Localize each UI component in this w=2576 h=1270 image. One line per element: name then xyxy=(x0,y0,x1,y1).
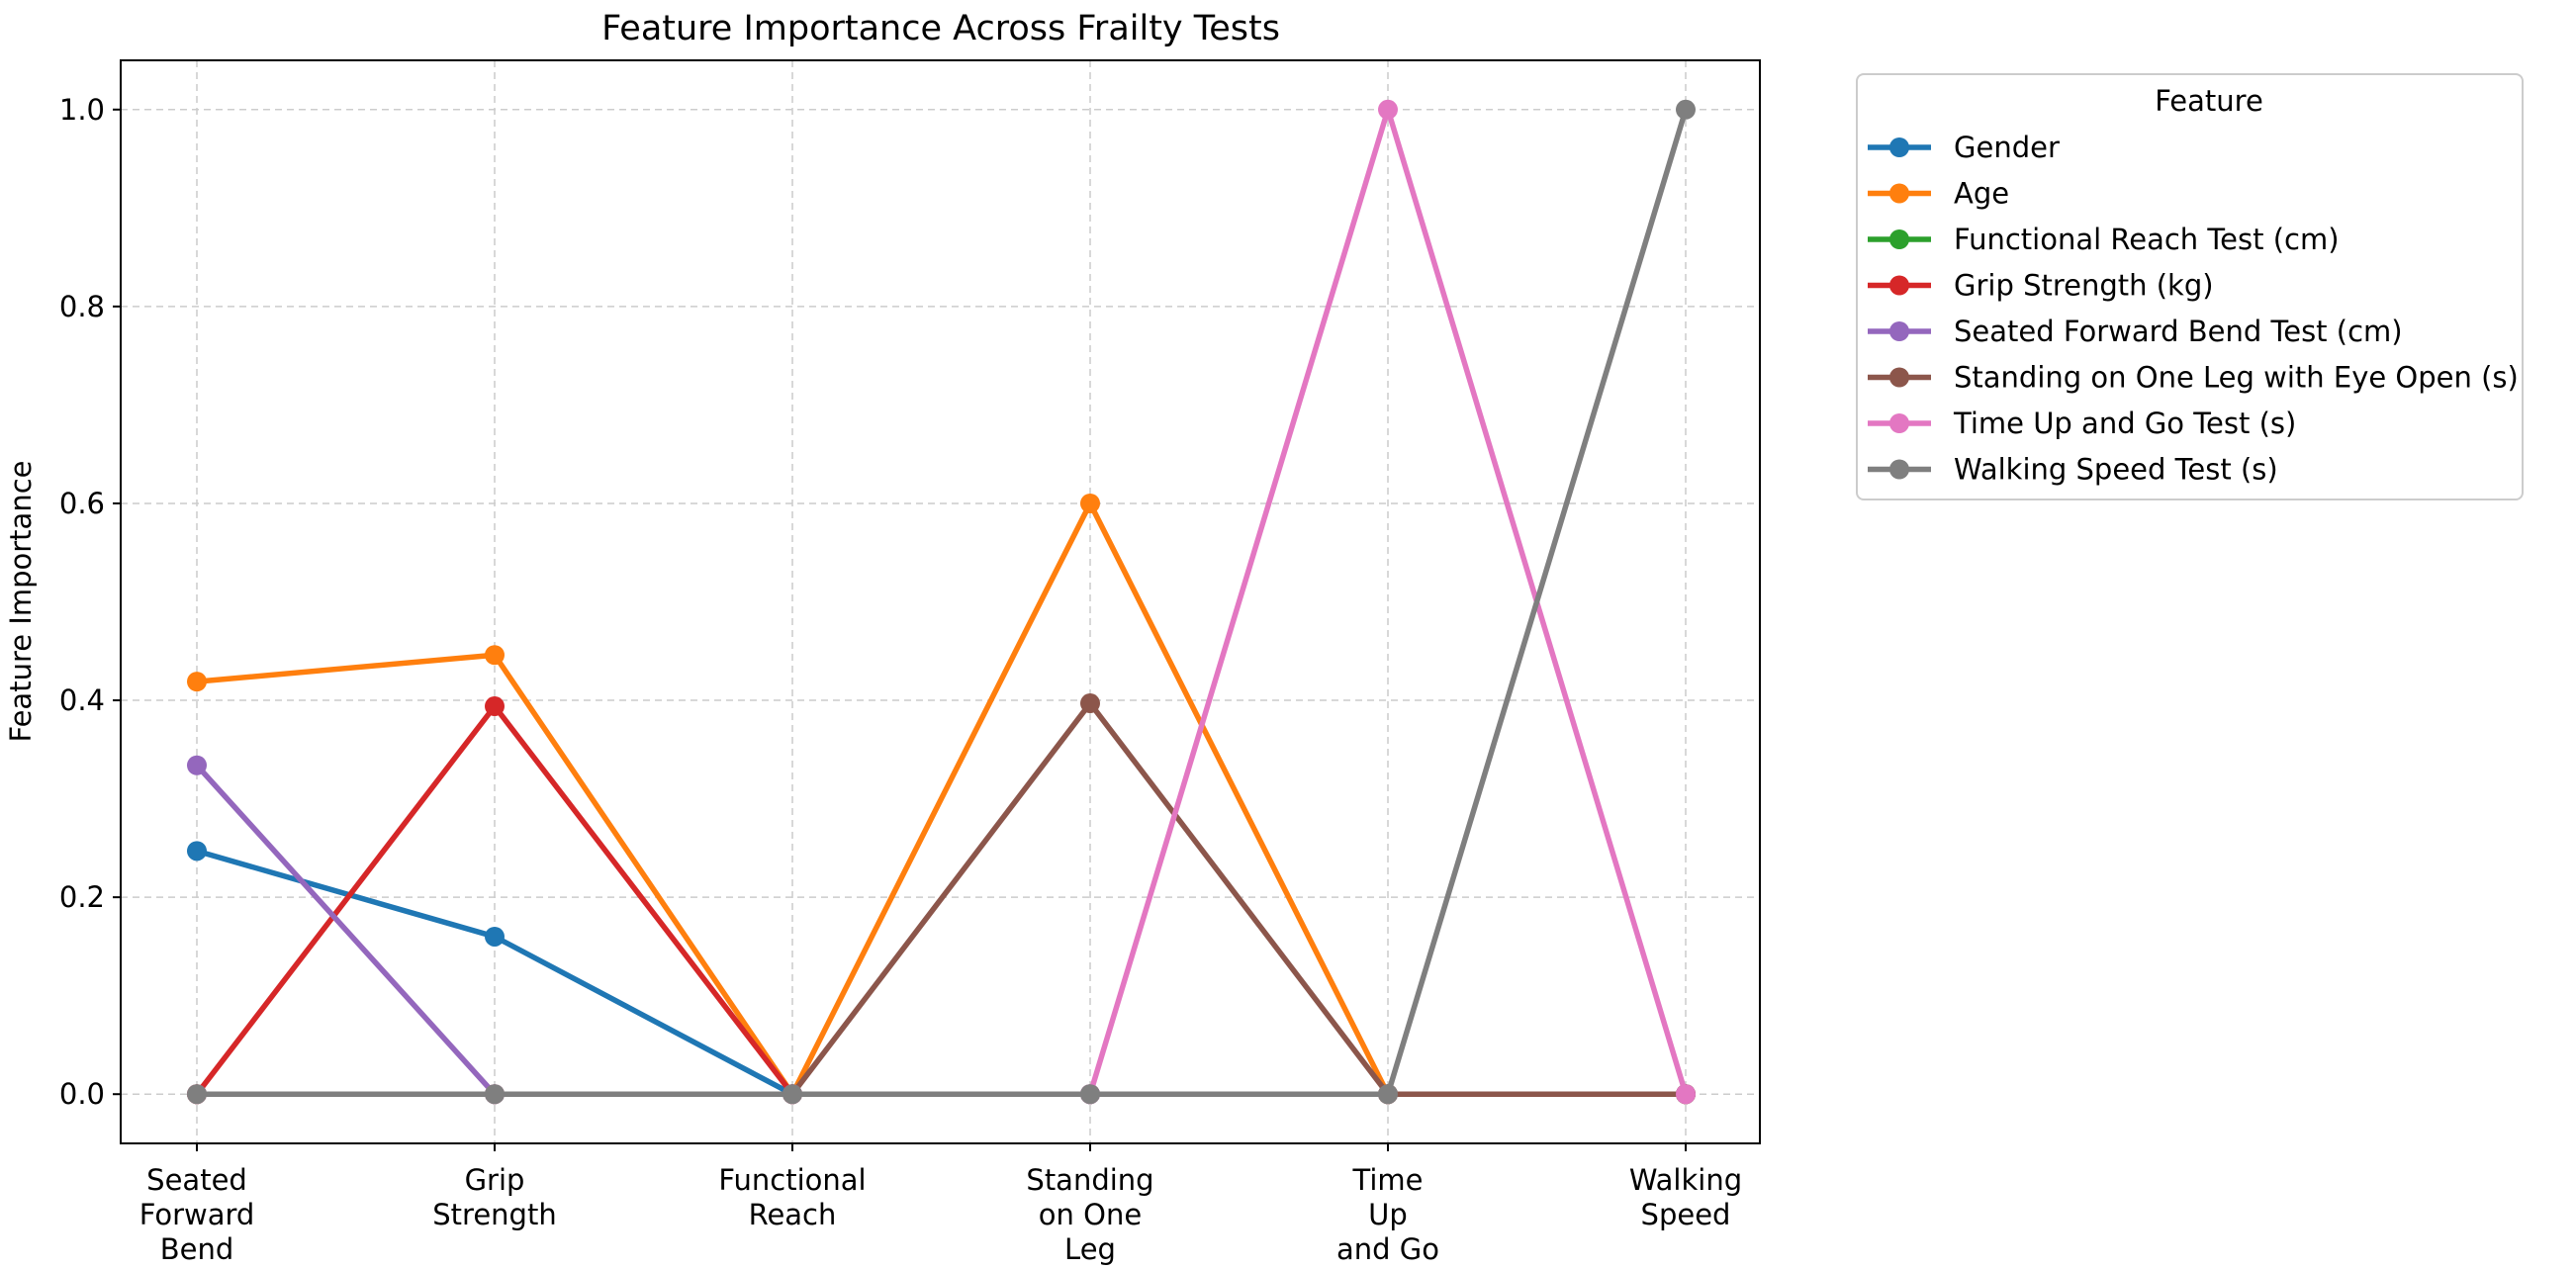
y-tick-label: 0.6 xyxy=(59,487,105,520)
data-point xyxy=(485,926,505,947)
legend-items: Gender Age Functional Reach Test (cm) Grip … xyxy=(1868,131,2519,487)
x-tick-label-line: Speed xyxy=(1641,1198,1731,1231)
legend-label: Walking Speed Test (s) xyxy=(1954,453,2278,487)
y-tick-label: 1.0 xyxy=(59,93,105,127)
legend-item: Functional Reach Test (cm) xyxy=(1868,223,2340,256)
data-point xyxy=(1378,1084,1398,1105)
series-lines xyxy=(187,99,1696,1105)
legend-label: Functional Reach Test (cm) xyxy=(1954,223,2340,256)
data-point xyxy=(485,1084,505,1105)
y-tick-label: 0.8 xyxy=(59,290,105,323)
legend-item: Seated Forward Bend Test (cm) xyxy=(1868,315,2403,348)
x-tick-label-line: Leg xyxy=(1064,1232,1116,1266)
legend-swatch-marker xyxy=(1889,183,1909,204)
legend-item: Time Up and Go Test (s) xyxy=(1868,407,2296,440)
legend-label: Standing on One Leg with Eye Open (s) xyxy=(1954,361,2519,395)
data-point xyxy=(187,755,207,775)
x-tick-label: Walking Speed xyxy=(1629,1163,1742,1231)
x-tick-label: Seated Forward Bend xyxy=(139,1163,255,1266)
series-line xyxy=(194,107,1689,1097)
legend: Feature Gender Age Functional Reach Test (… xyxy=(1856,73,2524,500)
y-tick-label: 0.4 xyxy=(59,683,105,717)
x-tick-label-line: Time xyxy=(1352,1163,1424,1197)
legend-item: Standing on One Leg with Eye Open (s) xyxy=(1868,361,2519,395)
x-tick-label-line: Reach xyxy=(749,1198,837,1231)
y-axis-ticks: 0.0 0.2 0.4 0.6 0.8 1.0 xyxy=(59,93,121,1111)
data-point xyxy=(485,645,505,666)
legend-swatch-marker xyxy=(1889,137,1909,157)
data-point xyxy=(1378,99,1398,120)
x-tick-label-line: Functional xyxy=(718,1163,866,1197)
data-point xyxy=(1676,1084,1696,1105)
legend-label: Seated Forward Bend Test (cm) xyxy=(1954,315,2403,348)
data-point xyxy=(187,672,207,692)
legend-label: Gender xyxy=(1954,131,2060,164)
y-tick-label: 0.2 xyxy=(59,880,105,914)
x-tick-label-line: Walking xyxy=(1629,1163,1742,1197)
x-tick-label-line: Standing xyxy=(1026,1163,1153,1197)
legend-title: Feature xyxy=(2155,84,2263,118)
plot-area-frame xyxy=(120,59,1761,1144)
x-tick-label-line: and Go xyxy=(1336,1232,1439,1266)
legend-swatch-marker xyxy=(1889,321,1909,341)
x-tick-label-line: Strength xyxy=(432,1198,556,1231)
legend-label: Age xyxy=(1954,177,2009,211)
legend-item: Age xyxy=(1868,177,2009,211)
legend-swatch-marker xyxy=(1889,367,1909,388)
legend-item: Gender xyxy=(1868,131,2060,164)
legend-item: Grip Strength (kg) xyxy=(1868,269,2214,303)
legend-frame xyxy=(1856,73,2524,500)
data-point xyxy=(187,841,207,862)
legend-swatch-marker xyxy=(1889,229,1909,249)
x-tick-label: Grip Strength xyxy=(432,1163,556,1231)
data-point xyxy=(1080,1084,1100,1105)
x-tick-label-line: Forward xyxy=(139,1198,255,1231)
x-tick-label-line: Seated xyxy=(146,1163,247,1197)
legend-label: Grip Strength (kg) xyxy=(1954,269,2214,303)
legend-swatch-marker xyxy=(1889,459,1909,480)
legend-label: Time Up and Go Test (s) xyxy=(1953,407,2296,440)
data-point xyxy=(782,1084,802,1105)
x-tick-label-line: on One xyxy=(1039,1198,1142,1231)
series-7 xyxy=(187,99,1696,1105)
data-point xyxy=(1080,693,1100,714)
y-axis-label: Feature Importance xyxy=(4,461,38,743)
legend-swatch-marker xyxy=(1889,413,1909,433)
x-tick-label: Standing on One Leg xyxy=(1026,1163,1153,1266)
x-tick-label: Time Up and Go xyxy=(1336,1163,1439,1266)
data-point xyxy=(187,1084,207,1105)
data-point xyxy=(485,696,505,717)
x-tick-label-line: Grip xyxy=(465,1163,525,1197)
legend-item: Walking Speed Test (s) xyxy=(1868,453,2278,487)
data-point xyxy=(1676,99,1696,120)
chart-title: Feature Importance Across Frailty Tests xyxy=(601,9,1280,48)
x-tick-label-line: Bend xyxy=(160,1232,234,1266)
legend-swatch-marker xyxy=(1889,275,1909,296)
y-tick-label: 0.0 xyxy=(59,1077,105,1111)
x-tick-label: Functional Reach xyxy=(718,1163,866,1231)
x-axis-ticks: Seated Forward Bend Grip Strength Functional R… xyxy=(139,1143,1742,1266)
x-tick-label-line: Up xyxy=(1368,1198,1408,1231)
data-point xyxy=(1080,493,1100,513)
